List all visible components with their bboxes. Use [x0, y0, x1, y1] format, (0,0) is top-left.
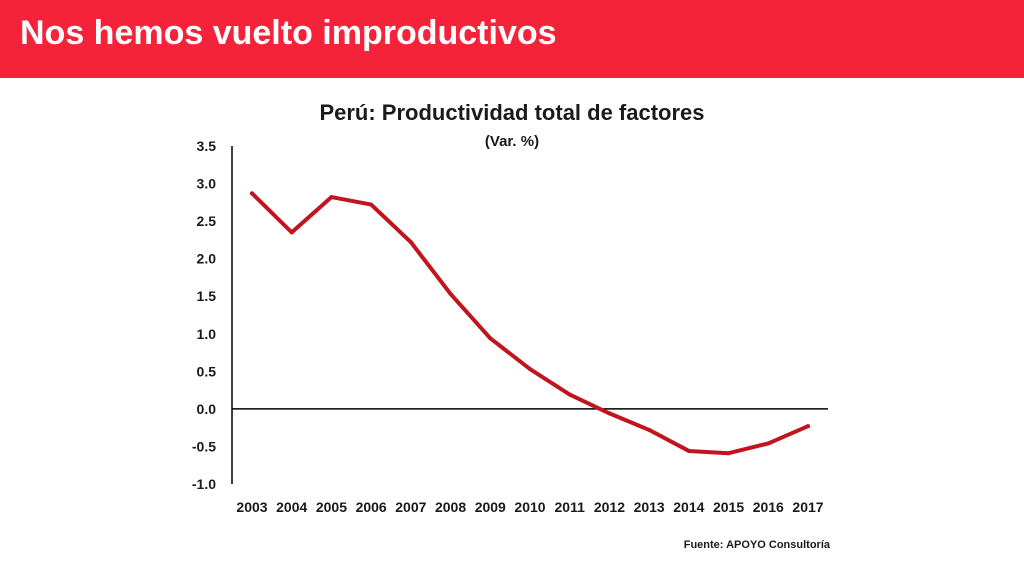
y-tick-label: 2.0 — [197, 251, 217, 267]
x-tick-label: 2004 — [276, 499, 307, 515]
y-tick-label: 1.0 — [197, 326, 217, 342]
y-tick-label: 2.5 — [197, 213, 217, 229]
data-point — [647, 427, 652, 432]
data-point — [567, 392, 572, 397]
chart-title: Perú: Productividad total de factores — [319, 100, 705, 125]
x-tick-label: 2008 — [435, 499, 466, 515]
x-tick-label: 2006 — [356, 499, 387, 515]
data-point — [766, 441, 771, 446]
y-tick-label: 3.0 — [197, 176, 217, 192]
chart-subtitle: (Var. %) — [484, 133, 540, 150]
y-tick-label: 0.0 — [197, 401, 217, 417]
x-tick-label: 2013 — [634, 499, 665, 515]
y-tick-label: -0.5 — [192, 438, 216, 454]
data-point — [329, 195, 334, 200]
y-tick-label: 0.5 — [197, 363, 217, 379]
data-point — [488, 336, 493, 341]
data-point — [607, 411, 612, 416]
x-tick-label: 2012 — [594, 499, 625, 515]
y-tick-label: 1.5 — [197, 288, 217, 304]
series-line — [250, 191, 810, 456]
x-tick-label: 2003 — [236, 499, 267, 515]
slide-title: Nos hemos vuelto improductivos — [20, 14, 557, 52]
data-point — [686, 448, 691, 453]
x-tick-label: 2014 — [673, 499, 704, 515]
x-tick-label: 2010 — [514, 499, 545, 515]
y-tick-label: 3.5 — [197, 138, 217, 154]
data-point — [408, 240, 413, 245]
x-tick-label: 2007 — [395, 499, 426, 515]
x-tick-label: 2017 — [792, 499, 823, 515]
x-tick-label: 2015 — [713, 499, 744, 515]
data-point — [369, 202, 374, 207]
title-bar: Nos hemos vuelto improductivos — [0, 0, 1024, 78]
data-point — [250, 191, 254, 196]
data-point — [806, 424, 810, 429]
x-tick-label: 2009 — [475, 499, 506, 515]
data-point — [448, 291, 453, 296]
y-tick-label: -1.0 — [192, 476, 216, 492]
x-tick-label: 2005 — [316, 499, 347, 515]
x-tick-label: 2016 — [753, 499, 784, 515]
data-point — [528, 367, 532, 372]
x-tick-label: 2011 — [555, 499, 586, 515]
data-point — [726, 451, 731, 456]
data-point — [289, 230, 294, 235]
source-note: Fuente: APOYO Consultoría — [683, 539, 830, 551]
